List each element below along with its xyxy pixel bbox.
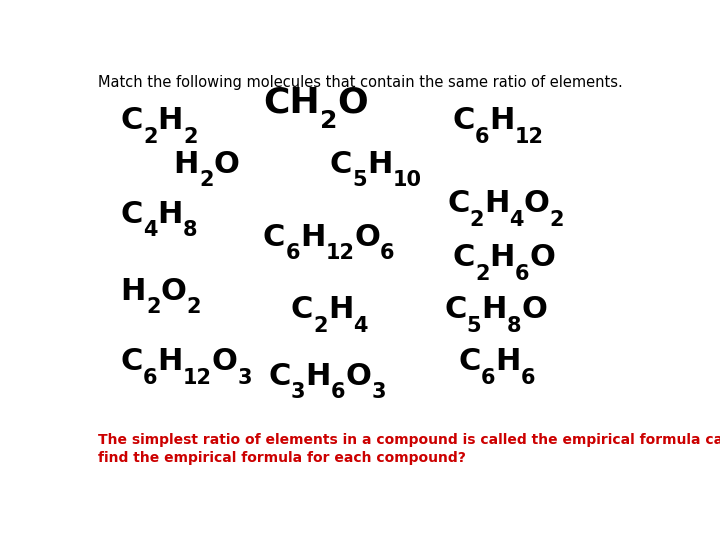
Text: 3: 3	[238, 368, 252, 388]
Text: 4: 4	[353, 316, 368, 336]
Text: O: O	[214, 150, 240, 179]
Text: C: C	[121, 106, 143, 135]
Text: O: O	[354, 222, 380, 252]
Text: H: H	[484, 190, 509, 218]
Text: C: C	[330, 150, 352, 179]
Text: C: C	[269, 362, 291, 391]
Text: H: H	[158, 347, 183, 376]
Text: 8: 8	[183, 220, 197, 240]
Text: C: C	[291, 295, 313, 325]
Text: H: H	[158, 200, 183, 229]
Text: C: C	[121, 200, 143, 229]
Text: O: O	[161, 276, 186, 306]
Text: 2: 2	[550, 210, 564, 230]
Text: O: O	[521, 295, 547, 325]
Text: C: C	[459, 347, 481, 376]
Text: 6: 6	[475, 126, 490, 146]
Text: 2: 2	[186, 297, 201, 317]
Text: Match the following molecules that contain the same ratio of elements.: Match the following molecules that conta…	[99, 75, 623, 90]
Text: 3: 3	[372, 382, 386, 402]
Text: 12: 12	[325, 243, 354, 263]
Text: 4: 4	[143, 220, 158, 240]
Text: 6: 6	[521, 368, 535, 388]
Text: The simplest ratio of elements in a compound is called the empirical formula can: The simplest ratio of elements in a comp…	[99, 433, 720, 465]
Text: H: H	[495, 347, 521, 376]
Text: 6: 6	[515, 264, 529, 284]
Text: H: H	[300, 222, 325, 252]
Text: 2: 2	[143, 126, 158, 146]
Text: C: C	[444, 295, 467, 325]
Text: O: O	[212, 347, 238, 376]
Text: C: C	[263, 222, 285, 252]
Text: O: O	[337, 86, 368, 120]
Text: 2: 2	[469, 210, 484, 230]
Text: H: H	[490, 106, 515, 135]
Text: O: O	[346, 362, 372, 391]
Text: 12: 12	[515, 126, 544, 146]
Text: H: H	[328, 295, 353, 325]
Text: O: O	[529, 244, 555, 273]
Text: 2: 2	[475, 264, 490, 284]
Text: H: H	[367, 150, 392, 179]
Text: C: C	[121, 347, 143, 376]
Text: 2: 2	[313, 316, 328, 336]
Text: 6: 6	[380, 243, 395, 263]
Text: C: C	[447, 190, 469, 218]
Text: 2: 2	[320, 109, 337, 133]
Text: 2: 2	[146, 297, 161, 317]
Text: H: H	[305, 362, 330, 391]
Text: 12: 12	[183, 368, 212, 388]
Text: H: H	[490, 244, 515, 273]
Text: CH: CH	[263, 86, 320, 120]
Text: C: C	[453, 244, 475, 273]
Text: 6: 6	[285, 243, 300, 263]
Text: 6: 6	[330, 382, 346, 402]
Text: H: H	[121, 276, 146, 306]
Text: C: C	[453, 106, 475, 135]
Text: 6: 6	[143, 368, 158, 388]
Text: 6: 6	[481, 368, 495, 388]
Text: 8: 8	[507, 316, 521, 336]
Text: 2: 2	[199, 170, 214, 190]
Text: O: O	[524, 190, 550, 218]
Text: H: H	[482, 295, 507, 325]
Text: 4: 4	[509, 210, 524, 230]
Text: 2: 2	[183, 126, 197, 146]
Text: 5: 5	[467, 316, 482, 336]
Text: H: H	[174, 150, 199, 179]
Text: 10: 10	[392, 170, 421, 190]
Text: H: H	[158, 106, 183, 135]
Text: 5: 5	[352, 170, 367, 190]
Text: 3: 3	[291, 382, 305, 402]
